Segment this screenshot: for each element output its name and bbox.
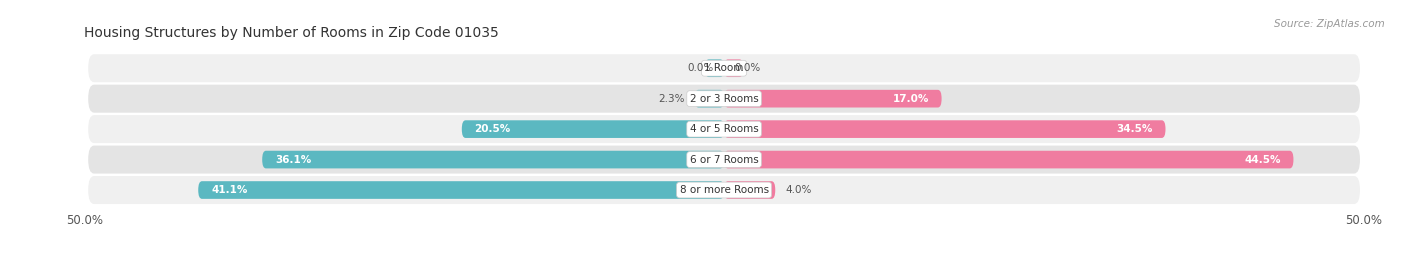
Text: 41.1%: 41.1% [211, 185, 247, 195]
Text: 20.5%: 20.5% [475, 124, 510, 134]
FancyBboxPatch shape [724, 120, 1166, 138]
Text: 44.5%: 44.5% [1244, 155, 1281, 165]
Text: 1 Room: 1 Room [704, 63, 744, 73]
FancyBboxPatch shape [89, 146, 1360, 174]
FancyBboxPatch shape [89, 176, 1360, 204]
FancyBboxPatch shape [704, 59, 724, 77]
Text: 4 or 5 Rooms: 4 or 5 Rooms [690, 124, 758, 134]
Text: 17.0%: 17.0% [893, 94, 929, 104]
Text: 0.0%: 0.0% [688, 63, 714, 73]
FancyBboxPatch shape [89, 115, 1360, 143]
Text: 8 or more Rooms: 8 or more Rooms [679, 185, 769, 195]
FancyBboxPatch shape [695, 90, 724, 108]
FancyBboxPatch shape [461, 120, 724, 138]
FancyBboxPatch shape [724, 90, 942, 108]
Text: 6 or 7 Rooms: 6 or 7 Rooms [690, 155, 758, 165]
Text: 2.3%: 2.3% [658, 94, 685, 104]
Text: 34.5%: 34.5% [1116, 124, 1153, 134]
FancyBboxPatch shape [724, 151, 1294, 168]
Text: 2 or 3 Rooms: 2 or 3 Rooms [690, 94, 758, 104]
Text: Housing Structures by Number of Rooms in Zip Code 01035: Housing Structures by Number of Rooms in… [84, 26, 499, 40]
Text: 36.1%: 36.1% [276, 155, 311, 165]
FancyBboxPatch shape [724, 59, 744, 77]
FancyBboxPatch shape [724, 181, 775, 199]
FancyBboxPatch shape [89, 54, 1360, 82]
Text: Source: ZipAtlas.com: Source: ZipAtlas.com [1274, 19, 1385, 29]
FancyBboxPatch shape [262, 151, 724, 168]
Text: 0.0%: 0.0% [734, 63, 761, 73]
FancyBboxPatch shape [89, 85, 1360, 113]
Text: 4.0%: 4.0% [786, 185, 811, 195]
FancyBboxPatch shape [198, 181, 724, 199]
